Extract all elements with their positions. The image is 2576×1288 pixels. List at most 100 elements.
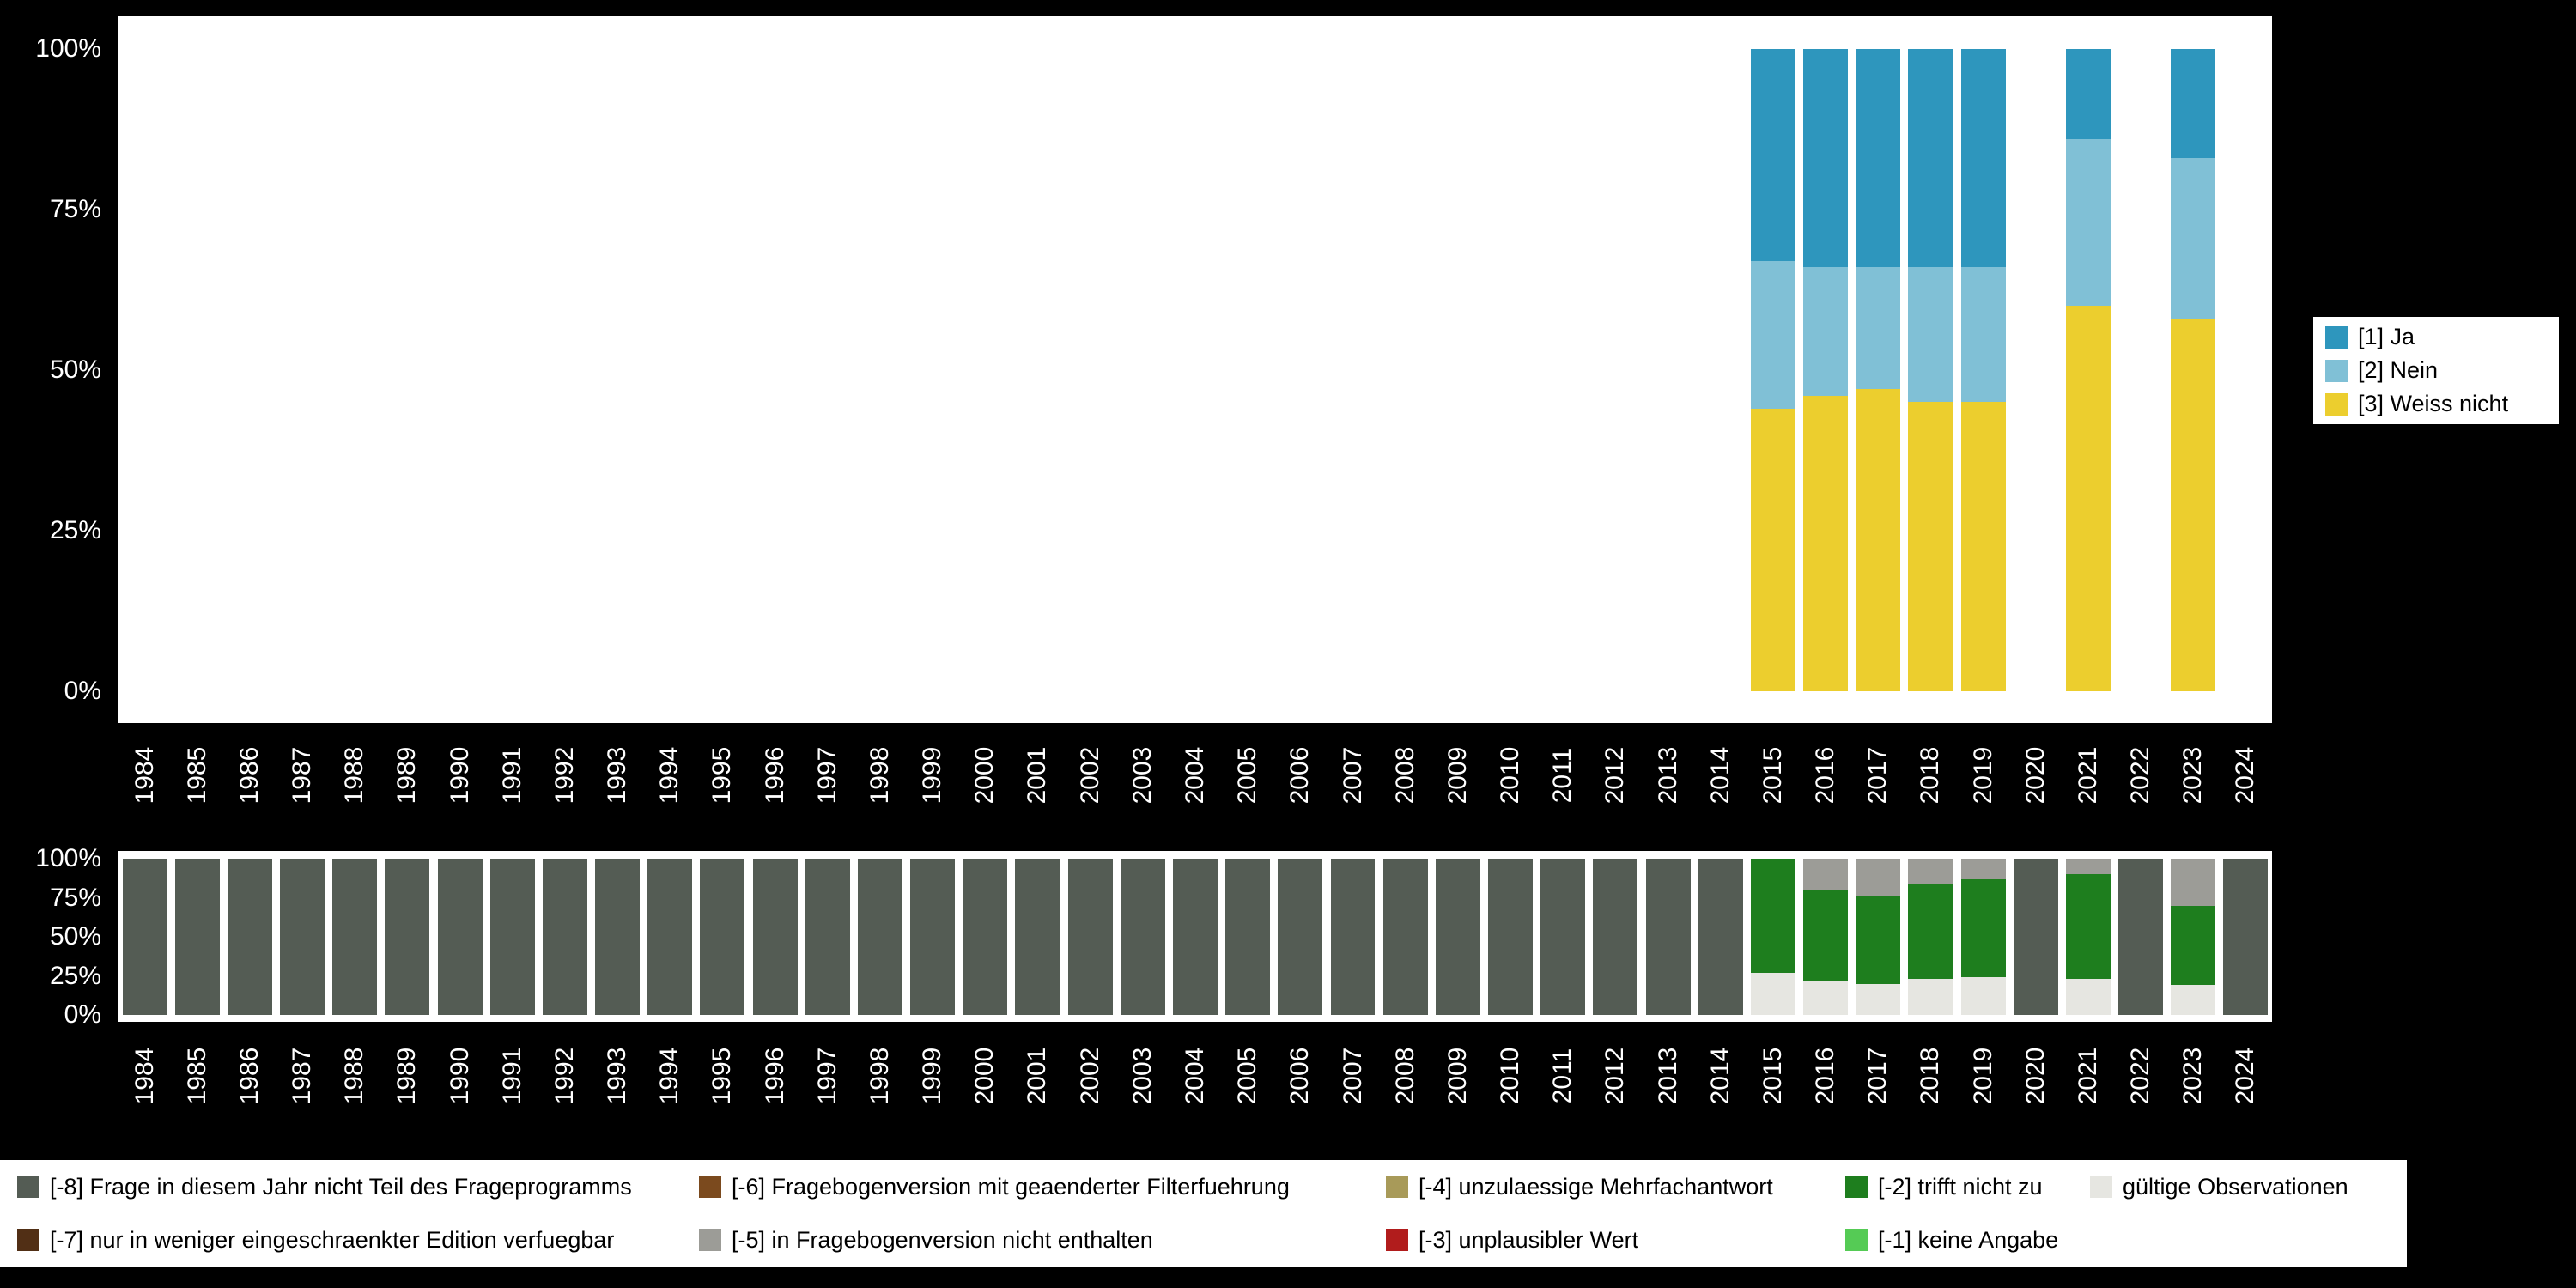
missing-values-chart-y-axis: 0% 25% 50% 75% 100%	[0, 845, 110, 1029]
x-axis-year-label: 1985	[182, 1047, 211, 1105]
bar-segment	[2171, 158, 2216, 319]
x-axis-year-label: 1987	[288, 1047, 317, 1105]
x-axis-year-label: 2003	[1127, 1047, 1157, 1105]
legend-label: [-4] unzulaessige Mehrfachantwort	[1419, 1173, 1773, 1200]
bar-segment	[174, 859, 220, 1015]
x-axis-year-label: 2015	[1758, 746, 1787, 805]
legend-label: [-3] unplausibler Wert	[1419, 1226, 1639, 1253]
bar-segment	[1856, 267, 1901, 390]
x-axis-year-label: 2012	[1601, 746, 1630, 805]
x-axis-year-label: 1992	[550, 746, 579, 805]
x-axis-year-label: 1984	[130, 1047, 159, 1105]
gueltige-swatch-icon	[2090, 1176, 2112, 1198]
bar-segment	[1698, 859, 1743, 1015]
bar-segment	[1225, 859, 1271, 1015]
bar-segment	[595, 859, 641, 1015]
bar-segment	[2171, 985, 2216, 1015]
bar-segment	[2223, 859, 2269, 1015]
x-axis-year-label: 2022	[2126, 1047, 2155, 1105]
legend-item-minus2: [-2] trifft nicht zu	[1845, 1174, 2090, 1200]
bar-segment	[332, 859, 378, 1015]
bar-segment	[2065, 306, 2111, 691]
x-axis-year-label: 1994	[655, 746, 684, 805]
x-axis-year-label: 2000	[970, 1047, 999, 1105]
bar-segment	[542, 859, 587, 1015]
bar-segment	[1960, 859, 2006, 879]
x-axis-year-label: 2004	[1181, 746, 1209, 805]
bar-segment	[2065, 874, 2111, 980]
x-axis-year-label: 1996	[760, 1047, 789, 1105]
x-axis-year-label: 2005	[1233, 1047, 1262, 1105]
x-axis-year-label: 1987	[288, 746, 317, 805]
legend-label: [-5] in Fragebogenversion nicht enthalte…	[732, 1226, 1153, 1253]
bar-segment	[1908, 49, 1953, 268]
legend-item-weiss-nicht: [3] Weiss nicht	[2325, 391, 2559, 417]
x-axis-year-label: 2024	[2231, 746, 2260, 805]
bar-segment	[1015, 859, 1060, 1015]
bar-segment	[2171, 859, 2216, 906]
x-axis-year-label: 2005	[1233, 746, 1262, 805]
x-axis-year-label: 2006	[1285, 746, 1315, 805]
bar-segment	[700, 859, 745, 1015]
x-axis-year-label: 2007	[1338, 746, 1367, 805]
bar-segment	[1908, 859, 1953, 884]
x-axis-year-label: 1988	[340, 1047, 369, 1105]
legend-item-minus5: [-5] in Fragebogenversion nicht enthalte…	[699, 1227, 1386, 1254]
bar-segment	[1750, 972, 1795, 1015]
x-axis-year-label: 2023	[2178, 1047, 2208, 1105]
x-axis-year-label: 1992	[550, 1047, 579, 1105]
x-axis-year-label: 1990	[445, 746, 474, 805]
bar-segment	[1540, 859, 1586, 1015]
x-axis-year-label: 1986	[234, 1047, 264, 1105]
bar-segment	[1803, 859, 1849, 890]
x-axis-year-label: 1986	[234, 746, 264, 805]
bar-segment	[489, 859, 535, 1015]
x-axis-year-label: 1984	[130, 746, 159, 805]
x-axis-year-label: 2016	[1811, 1047, 1840, 1105]
legend-label: [1] Ja	[2358, 324, 2415, 349]
x-axis-year-label: 1989	[392, 1047, 422, 1105]
x-axis-year-label: 2020	[2020, 746, 2050, 805]
x-axis-year-label: 2018	[1916, 746, 1945, 805]
bar-segment	[1856, 49, 1901, 268]
bar-segment	[1908, 884, 1953, 980]
nein-swatch-icon	[2325, 359, 2348, 382]
bar-segment	[1645, 859, 1691, 1015]
bar-segment	[2118, 859, 2164, 1015]
x-axis-year-label: 2010	[1496, 1047, 1525, 1105]
legend-item-gueltige: gültige Observationen	[2090, 1174, 2407, 1200]
responses-chart-x-axis: 1984 1985 1986 1987 1988 1989 1990 1991 1992 1993…	[118, 731, 2272, 820]
bar-segment	[1960, 402, 2006, 691]
x-axis-year-label: 2023	[2178, 746, 2208, 805]
bar-segment	[752, 859, 798, 1015]
minus7-swatch-icon	[17, 1229, 39, 1251]
x-axis-year-label: 1991	[497, 1047, 526, 1105]
x-axis-year-label: 1985	[182, 746, 211, 805]
x-axis-year-label: 2024	[2231, 1047, 2260, 1105]
missing-values-legend: [-8] Frage in diesem Jahr nicht Teil des…	[0, 1160, 2407, 1267]
x-axis-year-label: 2016	[1811, 746, 1840, 805]
x-axis-year-label: 2006	[1285, 1047, 1315, 1105]
x-axis-year-label: 1991	[497, 746, 526, 805]
y-axis-tick-label: 50%	[49, 355, 101, 384]
bar-segment	[2065, 138, 2111, 307]
x-axis-year-label: 1996	[760, 746, 789, 805]
x-axis-year-label: 1990	[445, 1047, 474, 1105]
x-axis-year-label: 2007	[1338, 1047, 1367, 1105]
x-axis-year-label: 2014	[1705, 746, 1735, 805]
bar-segment	[227, 859, 272, 1015]
bar-segment	[122, 859, 167, 1015]
x-axis-year-label: 2018	[1916, 1047, 1945, 1105]
x-axis-year-label: 2022	[2126, 746, 2155, 805]
minus3-swatch-icon	[1386, 1229, 1408, 1251]
minus5-swatch-icon	[699, 1229, 721, 1251]
minus2-swatch-icon	[1845, 1176, 1868, 1198]
x-axis-year-label: 2003	[1127, 746, 1157, 805]
legend-label: [2] Nein	[2358, 357, 2439, 383]
x-axis-year-label: 1988	[340, 746, 369, 805]
x-axis-year-label: 2012	[1601, 1047, 1630, 1105]
minus1-swatch-icon	[1845, 1229, 1868, 1251]
x-axis-year-label: 1994	[655, 1047, 684, 1105]
y-axis-tick-label: 100%	[35, 844, 101, 872]
legend-label: [-8] Frage in diesem Jahr nicht Teil des…	[50, 1173, 632, 1200]
